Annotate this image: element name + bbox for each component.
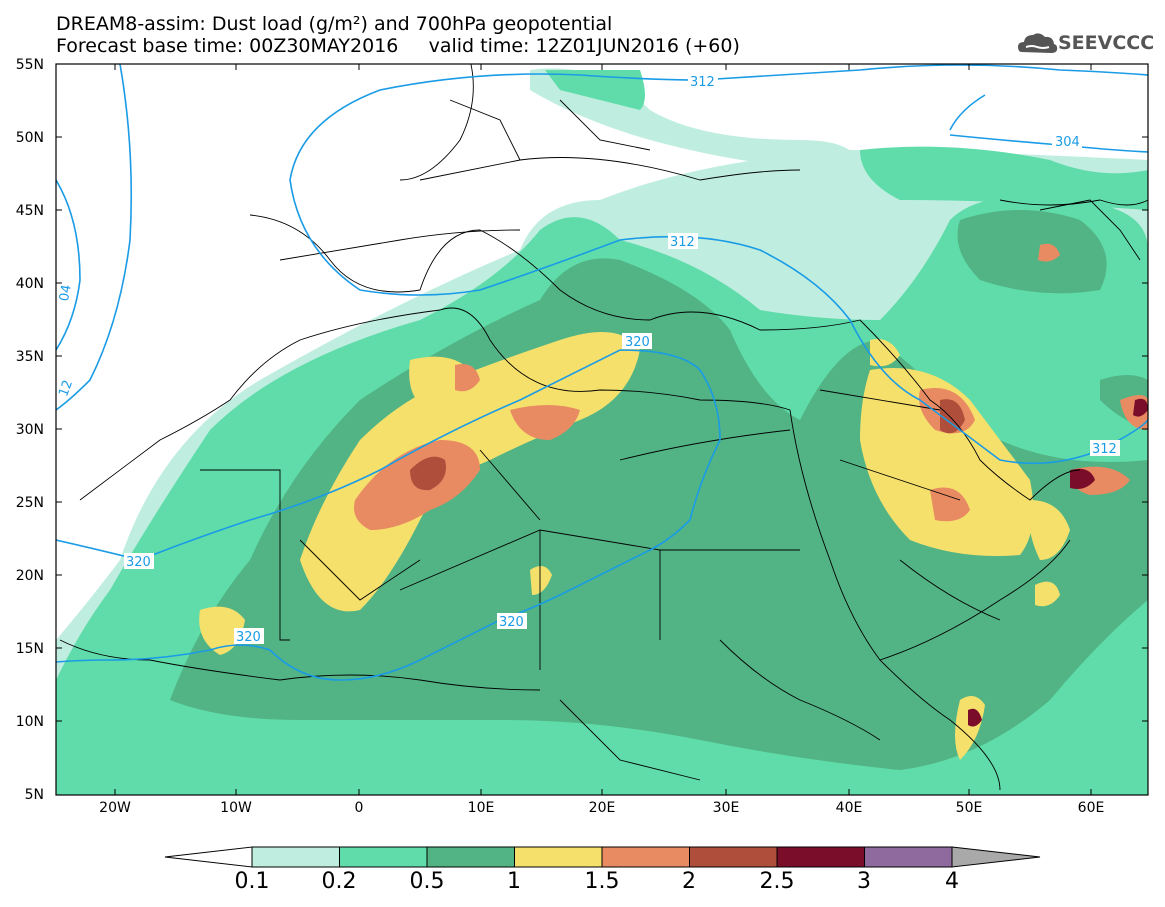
map-title: DREAM8-assim: Dust load (g/m²) and 700hP… xyxy=(56,13,613,35)
colorbar-label: 0.2 xyxy=(321,869,357,894)
colorbar-label: 4 xyxy=(945,869,959,894)
lat-label: 55N xyxy=(15,57,44,73)
lon-label: 20E xyxy=(588,800,616,816)
lat-label: 15N xyxy=(15,641,44,657)
logo-text: SEEVCCC xyxy=(1058,32,1155,54)
lon-label: 0 xyxy=(354,800,364,816)
dust-layer-2 xyxy=(410,456,446,491)
lon-label: 30E xyxy=(712,800,740,816)
lon-label: 60E xyxy=(1077,800,1105,816)
lat-label: 50N xyxy=(15,130,44,146)
colorbar-label: 1.5 xyxy=(584,869,620,894)
contour-label: 12 xyxy=(56,378,76,399)
lon-label: 50E xyxy=(955,800,983,816)
contour-label: 320 xyxy=(499,615,524,630)
lon-label: 10W xyxy=(220,800,252,816)
lon-label: 40E xyxy=(835,800,863,816)
lat-label: 25N xyxy=(15,495,44,511)
lat-label: 35N xyxy=(15,349,44,365)
dust-layer-1 xyxy=(300,332,640,612)
cloud-icon xyxy=(1018,33,1058,53)
contour-label: 312 xyxy=(690,75,715,90)
contour-label: 320 xyxy=(126,555,151,570)
lat-label: 45N xyxy=(15,203,44,219)
lon-label: 10E xyxy=(467,800,495,816)
lon-label: 20W xyxy=(99,800,131,816)
lat-label: 5N xyxy=(24,787,44,803)
contour-label: 320 xyxy=(236,630,261,645)
lat-label: 10N xyxy=(15,714,44,730)
contour-label: 312 xyxy=(1092,442,1117,457)
lat-label: 40N xyxy=(15,276,44,292)
colorbar-label: 2 xyxy=(682,869,696,894)
colorbar-label: 2.5 xyxy=(759,869,795,894)
lat-label: 30N xyxy=(15,422,44,438)
lat-label: 20N xyxy=(15,568,44,584)
contour-label: 304 xyxy=(1055,135,1080,150)
colorbar-label: 0.5 xyxy=(409,869,445,894)
colorbar-label: 1 xyxy=(507,869,521,894)
colorbar-label: 0.1 xyxy=(234,869,270,894)
contour-label: 04 xyxy=(57,284,75,303)
contour-label: 312 xyxy=(670,235,695,250)
contour-label: 320 xyxy=(625,335,650,350)
colorbar-label: 3 xyxy=(857,869,871,894)
map-subtitle: Forecast base time: 00Z30MAY2016 valid t… xyxy=(56,35,740,57)
